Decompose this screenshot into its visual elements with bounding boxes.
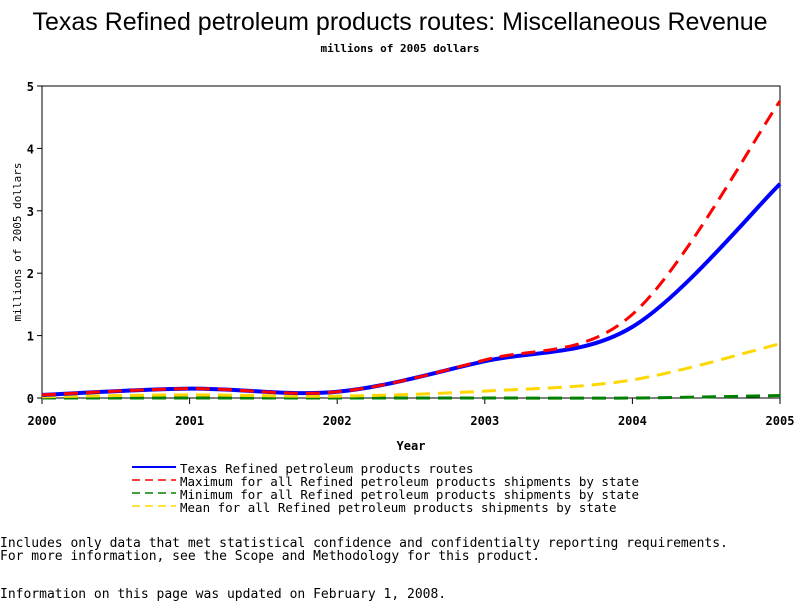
x-tick-label: 2004 (618, 414, 647, 428)
legend-label-max: Maximum for all Refined petroleum produc… (180, 474, 640, 489)
chart-subtitle: millions of 2005 dollars (320, 42, 480, 55)
y-tick-label: 1 (27, 330, 34, 344)
x-tick-label: 2005 (766, 414, 795, 428)
y-tick-label: 5 (27, 80, 34, 94)
plot-frame (41, 85, 781, 399)
x-tick-label: 2002 (323, 414, 352, 428)
legend-label-min: Minimum for all Refined petroleum produc… (180, 487, 640, 502)
chart-title: Texas Refined petroleum products routes:… (32, 8, 768, 36)
note-methodology: For more information, see the Scope and … (0, 549, 541, 564)
x-tick-label: 2003 (470, 414, 499, 428)
x-tick-label: 2000 (28, 414, 57, 428)
x-tick-label: 2001 (175, 414, 204, 428)
series-line-0 (41, 182, 782, 397)
note-confidence: Includes only data that met statistical … (0, 536, 728, 551)
y-axis-label: millions of 2005 dollars (11, 163, 24, 322)
y-tick-label: 3 (27, 205, 34, 219)
note-updated: Information on this page was updated on … (0, 587, 447, 602)
y-tick-label: 2 (27, 267, 34, 281)
y-tick-label: 0 (27, 392, 34, 406)
legend-label-mean: Mean for all Refined petroleum products … (180, 500, 617, 515)
y-tick-label: 4 (27, 142, 34, 156)
legend-label-texas: Texas Refined petroleum products routes (180, 461, 474, 476)
x-axis-label: Year (397, 439, 426, 453)
series-line-1 (41, 100, 782, 397)
